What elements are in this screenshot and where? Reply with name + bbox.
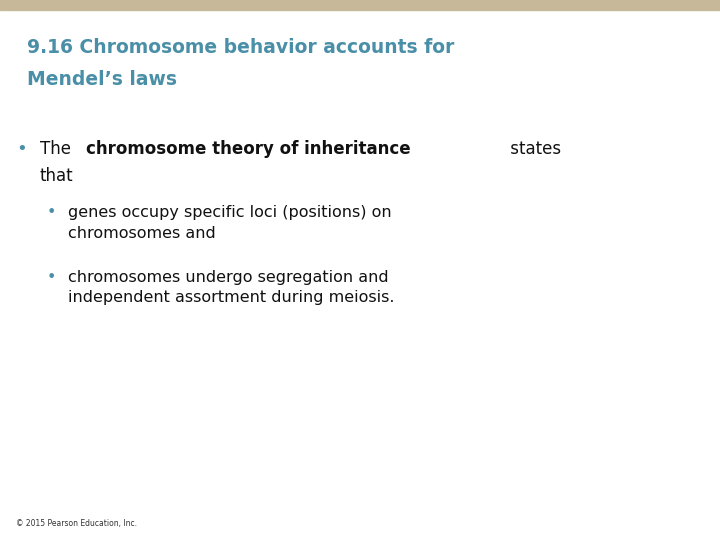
- Text: that: that: [40, 167, 73, 185]
- Text: genes occupy specific loci (positions) on
chromosomes and: genes occupy specific loci (positions) o…: [68, 205, 392, 241]
- Text: •: •: [47, 205, 56, 220]
- Text: 9.16 Chromosome behavior accounts for: 9.16 Chromosome behavior accounts for: [27, 38, 455, 57]
- Text: states: states: [505, 140, 562, 158]
- Text: Mendel’s laws: Mendel’s laws: [27, 70, 177, 89]
- Text: •: •: [16, 140, 27, 158]
- Text: chromosome theory of inheritance: chromosome theory of inheritance: [86, 140, 411, 158]
- Text: chromosomes undergo segregation and
independent assortment during meiosis.: chromosomes undergo segregation and inde…: [68, 270, 395, 306]
- Text: © 2015 Pearson Education, Inc.: © 2015 Pearson Education, Inc.: [16, 519, 137, 528]
- Text: The: The: [40, 140, 76, 158]
- Text: •: •: [47, 270, 56, 285]
- Bar: [0, 0, 720, 10]
